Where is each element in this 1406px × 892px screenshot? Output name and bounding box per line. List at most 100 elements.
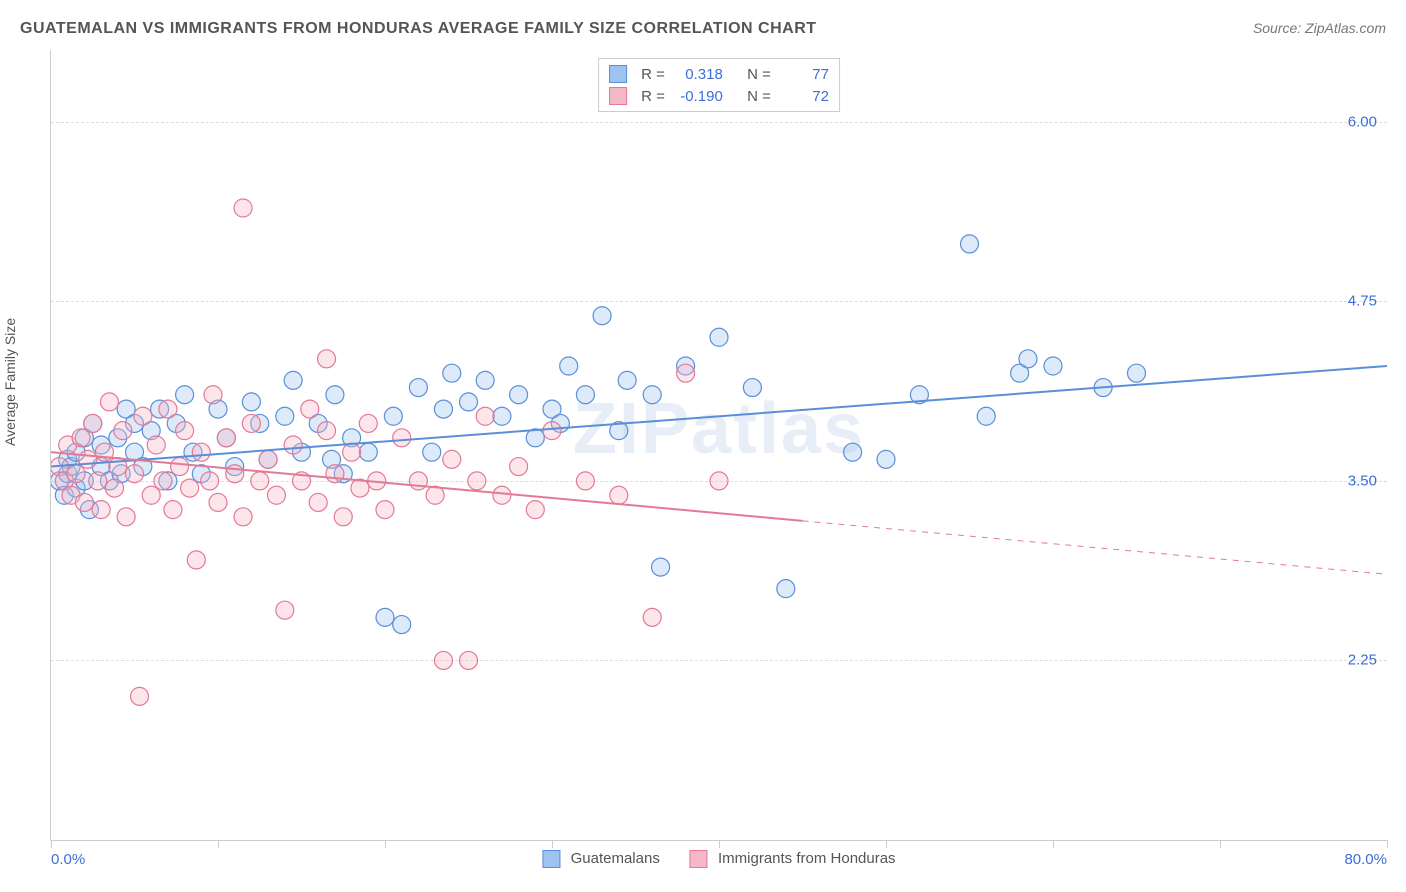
data-point (209, 493, 227, 511)
y-tick-label: 4.75 (1348, 293, 1377, 310)
data-point (323, 450, 341, 468)
stats-row-series2: R = -0.190 N = 72 (609, 85, 829, 107)
x-tick (1053, 840, 1054, 848)
data-point (72, 429, 90, 447)
data-point (79, 450, 97, 468)
legend-swatch-series2 (690, 850, 708, 868)
chart-plot-area: ZIPatlas 2.253.504.756.00 R = 0.318 N = … (50, 50, 1387, 841)
x-tick (552, 840, 553, 848)
data-point (176, 422, 194, 440)
x-tick (385, 840, 386, 848)
data-point (242, 393, 260, 411)
data-point (618, 371, 636, 389)
data-point (359, 443, 377, 461)
x-axis-min-label: 0.0% (51, 851, 85, 868)
correlation-stats-box: R = 0.318 N = 77 R = -0.190 N = 72 (598, 58, 840, 112)
trendline (51, 366, 1387, 467)
data-point (1019, 350, 1037, 368)
data-point (443, 364, 461, 382)
data-point (910, 386, 928, 404)
data-point (126, 414, 144, 432)
data-point (267, 486, 285, 504)
legend-item-series1: Guatemalans (542, 850, 659, 868)
data-point (293, 443, 311, 461)
data-point (610, 486, 628, 504)
data-point (164, 501, 182, 519)
data-point (326, 386, 344, 404)
legend-bottom: Guatemalans Immigrants from Honduras (542, 850, 895, 868)
data-point (777, 580, 795, 598)
data-point (51, 458, 68, 476)
chart-svg-overlay (51, 50, 1387, 840)
data-point (343, 429, 361, 447)
data-point (147, 436, 165, 454)
data-point (677, 364, 695, 382)
data-point (151, 400, 169, 418)
data-point (393, 616, 411, 634)
data-point (443, 450, 461, 468)
data-point (234, 508, 252, 526)
data-point (234, 199, 252, 217)
data-point (142, 422, 160, 440)
data-point (217, 429, 235, 447)
x-tick (51, 840, 52, 848)
data-point (217, 429, 235, 447)
data-point (134, 407, 152, 425)
y-tick-label: 2.25 (1348, 652, 1377, 669)
data-point (176, 386, 194, 404)
data-point (80, 501, 98, 519)
gridline (51, 481, 1387, 482)
data-point (476, 407, 494, 425)
data-point (877, 450, 895, 468)
data-point (284, 371, 302, 389)
data-point (510, 386, 528, 404)
data-point (1128, 364, 1146, 382)
legend-label-series2: Immigrants from Honduras (718, 850, 896, 867)
data-point (409, 379, 427, 397)
data-point (844, 443, 862, 461)
data-point (309, 414, 327, 432)
data-point (276, 601, 294, 619)
data-point (576, 386, 594, 404)
data-point (92, 501, 110, 519)
data-point (593, 307, 611, 325)
data-point (192, 443, 210, 461)
data-point (393, 429, 411, 447)
data-point (434, 400, 452, 418)
y-axis-label: Average Family Size (2, 318, 18, 446)
data-point (1011, 364, 1029, 382)
data-point (59, 436, 77, 454)
data-point (677, 357, 695, 375)
data-point (423, 443, 441, 461)
x-tick (218, 840, 219, 848)
data-point (543, 400, 561, 418)
data-point (159, 400, 177, 418)
data-point (510, 458, 528, 476)
legend-swatch-series1 (542, 850, 560, 868)
data-point (318, 422, 336, 440)
legend-label-series1: Guatemalans (571, 850, 660, 867)
trendline (51, 452, 803, 521)
data-point (560, 357, 578, 375)
data-point (84, 414, 102, 432)
stats-r-label: R = (641, 88, 665, 105)
data-point (359, 414, 377, 432)
trendline-extrapolated (803, 521, 1388, 574)
data-point (209, 400, 227, 418)
gridline (51, 660, 1387, 661)
data-point (117, 400, 135, 418)
data-point (961, 235, 979, 253)
data-point (109, 458, 127, 476)
stats-swatch-series2 (609, 87, 627, 105)
data-point (526, 501, 544, 519)
data-point (92, 458, 110, 476)
data-point (126, 443, 144, 461)
data-point (84, 414, 102, 432)
stats-row-series1: R = 0.318 N = 77 (609, 63, 829, 85)
data-point (184, 443, 202, 461)
chart-title: GUATEMALAN VS IMMIGRANTS FROM HONDURAS A… (20, 20, 817, 38)
data-point (95, 443, 113, 461)
data-point (643, 608, 661, 626)
y-tick-label: 6.00 (1348, 113, 1377, 130)
data-point (476, 371, 494, 389)
